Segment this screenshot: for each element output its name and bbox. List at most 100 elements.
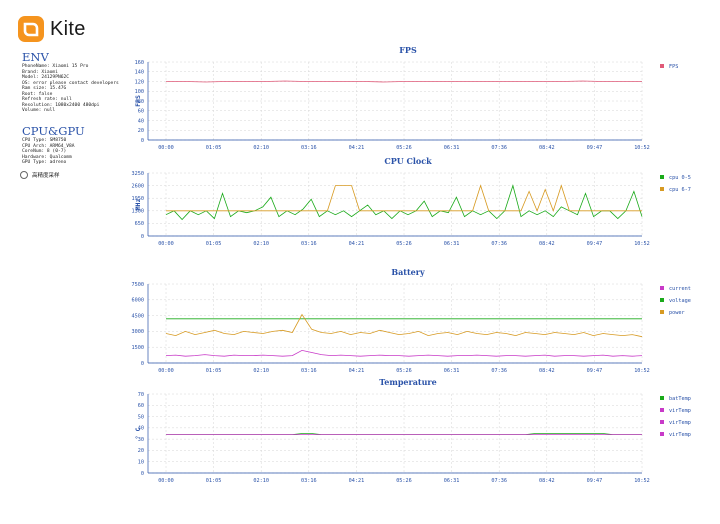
x-tick-label: 10:52	[634, 241, 650, 247]
x-tick-label: 03:16	[301, 145, 317, 151]
y-tick-label: 2600	[132, 183, 145, 189]
cpu-gpu-line: GPU Type: adreno	[22, 160, 67, 165]
env-title: ENV	[22, 50, 49, 64]
cpu-gpu-title: CPU&GPU	[22, 124, 85, 138]
app-name: Kite	[50, 17, 86, 40]
y-tick-label: 140	[135, 70, 144, 76]
y-tick-label: 1500	[132, 345, 145, 351]
y-tick-label: 120	[135, 79, 144, 85]
x-tick-label: 02:10	[253, 478, 269, 484]
legend-swatch	[660, 396, 664, 400]
cpu-gpu-line: CPU Type: SM8750	[22, 138, 67, 143]
x-tick-label: 09:47	[587, 368, 603, 374]
chart-title: Battery	[391, 267, 425, 277]
x-tick-label: 04:21	[349, 145, 365, 151]
x-tick-label: 06:31	[444, 368, 460, 374]
series-line	[165, 313, 643, 338]
x-tick-label: 07:36	[491, 478, 507, 484]
x-tick-label: 06:31	[444, 478, 460, 484]
x-tick-label: 05:26	[396, 478, 412, 484]
x-tick-label: 02:10	[253, 145, 269, 151]
x-tick-label: 00:00	[158, 478, 174, 484]
x-tick-label: 01:05	[206, 145, 222, 151]
series-line	[166, 184, 642, 213]
x-tick-label: 10:52	[634, 478, 650, 484]
y-tick-label: 70	[138, 392, 144, 398]
y-tick-label: 10	[138, 460, 144, 466]
legend-label: cpu 0-5	[669, 175, 691, 181]
y-tick-label: 0	[141, 234, 144, 240]
x-tick-label: 09:47	[587, 478, 603, 484]
y-tick-label: 20	[138, 448, 144, 454]
legend-label: voltage	[669, 298, 691, 304]
x-tick-label: 05:26	[396, 145, 412, 151]
y-tick-label: 80	[138, 99, 144, 105]
x-tick-label: 04:21	[349, 368, 365, 374]
x-tick-label: 10:52	[634, 368, 650, 374]
legend-swatch	[660, 420, 664, 424]
legend-label: cpu 6-7	[669, 187, 691, 193]
legend-label: virTemp	[669, 432, 691, 438]
x-tick-label: 07:36	[491, 368, 507, 374]
high-precision-radio[interactable]	[20, 171, 28, 179]
series-line	[165, 184, 643, 221]
x-tick-label: 00:00	[158, 145, 174, 151]
x-tick-label: 00:00	[158, 241, 174, 247]
x-tick-label: 08:42	[539, 368, 555, 374]
env-line: Brand: Xiaomi	[22, 69, 58, 75]
env-line: PhoneName: Xiaomi 15 Pro	[22, 64, 89, 69]
x-tick-label: 03:16	[301, 478, 317, 484]
y-axis-label: FPS	[134, 95, 142, 107]
y-tick-label: 20	[138, 128, 144, 134]
x-tick-label: 04:21	[349, 478, 365, 484]
high-precision-label: 高精度采样	[32, 173, 60, 179]
env-line: Model: 24129PN62C	[22, 75, 70, 80]
kite-logo-icon	[18, 16, 44, 42]
y-axis-label: MHz	[134, 199, 142, 211]
x-tick-label: 00:00	[158, 368, 174, 374]
legend-label: current	[669, 286, 691, 292]
series-line	[165, 349, 643, 357]
x-tick-label: 08:42	[539, 241, 555, 247]
cpu-gpu-line: CPU Arch: ARM64_V8A	[22, 143, 75, 149]
high-precision-option[interactable]: 高精度采样	[20, 171, 60, 179]
legend-swatch	[660, 408, 664, 412]
y-tick-label: 6000	[132, 298, 145, 304]
x-tick-label: 07:36	[491, 145, 507, 151]
chart-title: FPS	[399, 45, 417, 55]
legend-swatch	[660, 187, 664, 191]
y-tick-label: 0	[141, 361, 144, 367]
y-tick-label: 40	[138, 118, 144, 124]
env-line: Refresh rate: null	[22, 97, 72, 102]
x-tick-label: 02:10	[253, 241, 269, 247]
y-tick-label: 4500	[132, 313, 145, 319]
x-tick-label: 10:52	[634, 145, 650, 151]
y-tick-label: 1950	[132, 196, 145, 202]
y-tick-label: 1300	[132, 209, 145, 215]
y-axis-label: ° C	[134, 428, 142, 440]
legend-swatch	[660, 298, 664, 302]
env-line: Volume: null	[22, 108, 56, 113]
legend-label: batTemp	[669, 396, 691, 402]
legend-label: power	[669, 310, 685, 316]
x-tick-label: 01:05	[206, 241, 222, 247]
app-logo: Kite	[18, 14, 168, 44]
x-tick-label: 03:16	[301, 368, 317, 374]
y-tick-label: 3000	[132, 329, 145, 335]
y-tick-label: 60	[138, 109, 144, 115]
x-tick-label: 07:36	[491, 241, 507, 247]
env-line: Root: false	[22, 91, 53, 97]
x-tick-label: 05:26	[396, 241, 412, 247]
env-line: Ram size: 15.47G	[22, 86, 67, 91]
y-tick-label: 160	[135, 60, 144, 66]
cpu-gpu-line: Hardware: Qualcomm	[22, 154, 72, 160]
chart-title: Temperature	[379, 377, 437, 387]
legend-swatch	[660, 64, 664, 68]
legend-swatch	[660, 286, 664, 290]
y-tick-label: 40	[138, 426, 144, 432]
env-line: OS: error please contact developers	[22, 80, 119, 86]
cpu-gpu-line: CoreNum: 8 (0-7)	[22, 149, 67, 154]
y-tick-label: 0	[141, 138, 144, 144]
x-tick-label: 05:26	[396, 368, 412, 374]
legend-swatch	[660, 432, 664, 436]
